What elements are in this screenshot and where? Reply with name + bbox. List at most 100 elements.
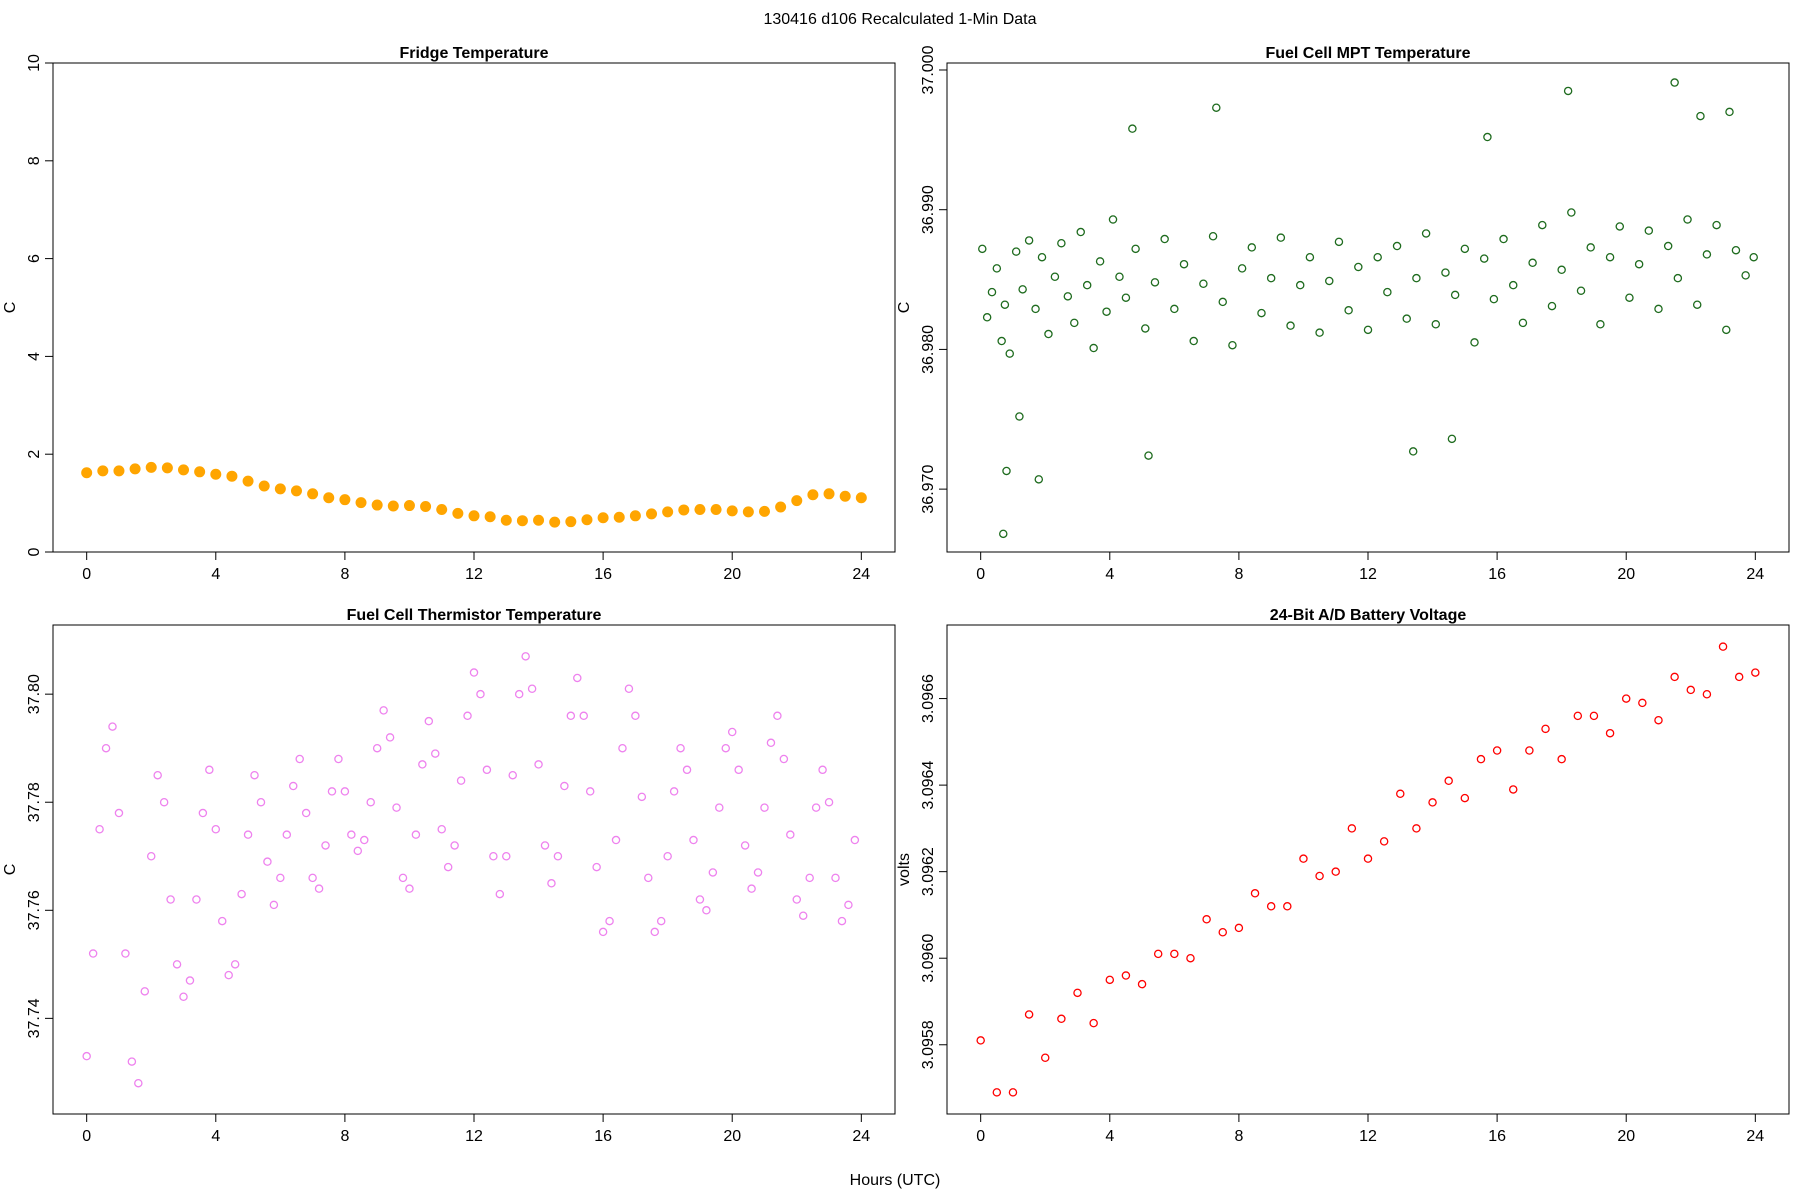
data-point bbox=[450, 841, 459, 850]
data-point bbox=[1082, 280, 1092, 290]
data-point bbox=[1576, 286, 1586, 295]
data-point bbox=[1670, 78, 1679, 87]
x-tick-label: 16 bbox=[1488, 1128, 1506, 1145]
data-point bbox=[134, 1078, 143, 1088]
data-point bbox=[1050, 272, 1060, 282]
data-point bbox=[1266, 902, 1276, 911]
data-point bbox=[1131, 244, 1140, 254]
data-point bbox=[1489, 294, 1499, 304]
data-point bbox=[1663, 241, 1673, 251]
data-point bbox=[1605, 252, 1615, 262]
x-tick-label: 0 bbox=[976, 1128, 985, 1145]
data-point bbox=[581, 514, 593, 526]
data-point bbox=[1141, 324, 1150, 333]
chart-panel-4: 24-Bit A/D Battery Voltage volts 0 4 8 12 16 20… bbox=[896, 607, 1790, 1145]
data-point bbox=[1654, 304, 1663, 314]
data-point bbox=[347, 830, 356, 839]
data-point bbox=[1412, 824, 1421, 833]
data-point bbox=[1749, 252, 1758, 262]
data-point bbox=[500, 514, 512, 526]
data-point bbox=[185, 976, 195, 985]
data-point bbox=[101, 743, 111, 753]
data-point bbox=[611, 835, 621, 845]
data-point bbox=[540, 841, 550, 850]
data-point bbox=[121, 949, 130, 958]
data-point bbox=[192, 895, 201, 904]
data-point bbox=[1421, 229, 1431, 238]
data-point bbox=[1538, 220, 1547, 230]
data-point bbox=[758, 505, 770, 517]
chart-title: 24-Bit A/D Battery Voltage bbox=[1270, 607, 1467, 624]
figure-x-axis-label: Hours (UTC) bbox=[850, 1172, 941, 1189]
data-point bbox=[1170, 949, 1179, 959]
data-point bbox=[1670, 672, 1679, 682]
data-point bbox=[495, 889, 505, 899]
data-point bbox=[1283, 902, 1292, 911]
data-point bbox=[805, 873, 814, 883]
data-point bbox=[355, 497, 367, 509]
data-point bbox=[855, 492, 867, 504]
data-point bbox=[411, 830, 421, 839]
data-point bbox=[224, 970, 233, 980]
data-points bbox=[82, 652, 860, 1088]
data-point bbox=[1044, 329, 1053, 339]
data-point bbox=[1137, 979, 1147, 989]
y-axis-label: C bbox=[896, 302, 913, 314]
data-point bbox=[1212, 103, 1221, 112]
data-point bbox=[831, 873, 840, 883]
x-tick-label: 4 bbox=[211, 566, 220, 583]
data-point bbox=[129, 463, 141, 475]
data-point bbox=[108, 722, 117, 731]
data-point bbox=[145, 461, 157, 473]
y-tick-label: 10 bbox=[26, 54, 43, 72]
data-point bbox=[489, 852, 498, 861]
y-tick-label: 3.0958 bbox=[920, 1020, 937, 1069]
data-point bbox=[269, 900, 279, 910]
data-point bbox=[1266, 273, 1276, 283]
data-point bbox=[1589, 711, 1599, 721]
data-point bbox=[1095, 257, 1105, 266]
data-point bbox=[159, 797, 169, 807]
data-point bbox=[549, 516, 561, 528]
y-tick-label: 3.0964 bbox=[920, 761, 937, 810]
data-point bbox=[1334, 237, 1344, 247]
data-point bbox=[482, 765, 492, 775]
data-point bbox=[1734, 672, 1744, 682]
data-point bbox=[307, 488, 319, 500]
data-point bbox=[534, 760, 543, 769]
data-point bbox=[1037, 252, 1047, 262]
data-point bbox=[631, 711, 640, 721]
data-point bbox=[1363, 854, 1373, 863]
data-point bbox=[1108, 215, 1118, 224]
data-point bbox=[669, 787, 679, 796]
data-point bbox=[613, 511, 625, 523]
y-tick-label: 36.970 bbox=[920, 465, 937, 514]
y-axis-label: C bbox=[2, 302, 19, 314]
data-point bbox=[1460, 793, 1470, 803]
data-point bbox=[1121, 293, 1131, 302]
data-point bbox=[656, 916, 666, 926]
data-point bbox=[1121, 971, 1131, 980]
data-point bbox=[484, 511, 496, 523]
data-point bbox=[1547, 301, 1557, 311]
data-point bbox=[566, 711, 576, 721]
data-point bbox=[721, 743, 731, 753]
data-point bbox=[1208, 231, 1218, 241]
data-point bbox=[708, 868, 718, 877]
data-point bbox=[678, 504, 690, 516]
data-point bbox=[387, 500, 399, 512]
data-point bbox=[1170, 304, 1179, 314]
data-points bbox=[978, 78, 1758, 539]
data-point bbox=[1586, 243, 1595, 252]
data-point bbox=[573, 673, 582, 683]
y-tick-label: 37.76 bbox=[26, 890, 43, 930]
data-point bbox=[1686, 685, 1696, 695]
data-point bbox=[527, 684, 537, 694]
data-point bbox=[161, 462, 173, 474]
data-point bbox=[476, 689, 485, 699]
y-tick-label: 8 bbox=[26, 156, 43, 165]
data-point bbox=[1447, 434, 1457, 444]
data-point bbox=[850, 835, 860, 845]
